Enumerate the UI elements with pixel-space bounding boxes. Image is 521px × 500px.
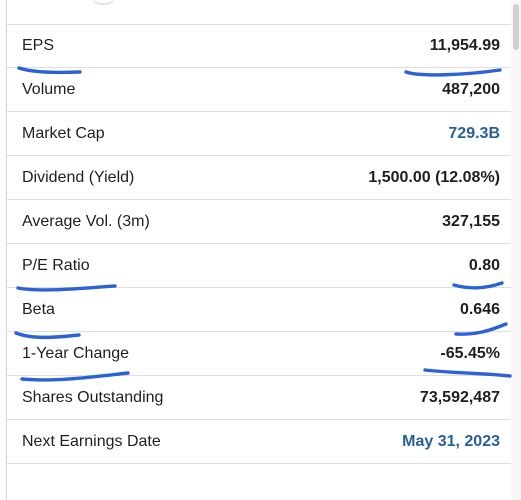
- average-volume-value: 327,155: [442, 213, 500, 230]
- previous-row-edge: [7, 0, 512, 25]
- dividend-label: Dividend (Yield): [22, 169, 135, 186]
- shares-outstanding-label: Shares Outstanding: [22, 389, 164, 406]
- stat-row-shares-outstanding: Shares Outstanding 73,592,487: [7, 376, 512, 420]
- stat-row-beta: Beta 0.646: [7, 288, 512, 332]
- eps-value: 11,954.99: [429, 37, 500, 54]
- cut-off-text-fragment: [91, 0, 115, 5]
- shares-outstanding-value: 73,592,487: [419, 389, 500, 406]
- stat-row-market-cap: Market Cap 729.3B: [7, 112, 512, 156]
- stat-row-volume: Volume 487,200: [7, 68, 512, 112]
- stat-row-next-earnings-date: Next Earnings Date May 31, 2023: [7, 420, 512, 464]
- average-volume-label: Average Vol. (3m): [22, 213, 150, 230]
- market-cap-label: Market Cap: [22, 125, 105, 142]
- next-earnings-date-link[interactable]: May 31, 2023: [402, 433, 500, 450]
- dividend-value: 1,500.00 (12.08%): [368, 169, 500, 186]
- stat-row-dividend: Dividend (Yield) 1,500.00 (12.08%): [7, 156, 512, 200]
- pe-ratio-label: P/E Ratio: [22, 257, 90, 274]
- market-cap-link[interactable]: 729.3B: [448, 125, 500, 142]
- stat-row-average-volume: Average Vol. (3m) 327,155: [7, 200, 512, 244]
- pe-ratio-value: 0.80: [468, 257, 500, 274]
- stat-row-one-year-change: 1-Year Change -65.45%: [7, 332, 512, 376]
- page-scrollbar[interactable]: [511, 0, 521, 500]
- key-statistics-card: EPS 11,954.99 Volume 487,200 Market Cap …: [6, 0, 513, 500]
- eps-label: EPS: [22, 37, 55, 54]
- volume-label: Volume: [22, 81, 76, 98]
- stat-row-pe-ratio: P/E Ratio 0.80: [7, 244, 512, 288]
- beta-value: 0.646: [459, 301, 500, 318]
- volume-value: 487,200: [442, 81, 500, 98]
- one-year-change-label: 1-Year Change: [22, 345, 130, 362]
- one-year-change-value: -65.45%: [440, 345, 500, 362]
- stat-row-eps: EPS 11,954.99: [7, 24, 512, 68]
- beta-label: Beta: [22, 301, 55, 318]
- next-earnings-date-label: Next Earnings Date: [22, 433, 161, 450]
- scrollbar-thumb[interactable]: [513, 4, 519, 50]
